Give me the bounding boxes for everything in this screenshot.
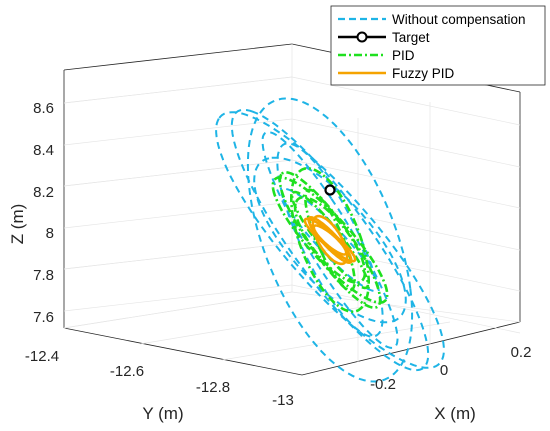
legend-label-pid: PID (392, 48, 415, 63)
z-tick-label: 8.4 (33, 142, 54, 159)
series-line-without-compensation (261, 131, 399, 349)
y-tick-label: -13 (272, 392, 294, 409)
grid-line-z (291, 284, 521, 334)
legend-label-fuzzy-pid: Fuzzy PID (392, 66, 455, 81)
z-tick-label: 8.2 (33, 184, 54, 201)
series-line-without-compensation (280, 188, 380, 292)
series-line-without-compensation (230, 108, 430, 372)
y-tick-label: -12.8 (196, 379, 230, 396)
tick-labels: 7.6 7.8 8 8.2 8.4 8.6 -12.4 -12.6 -12.8 -13 -0.2 0 0… (25, 100, 532, 409)
series-line-fuzzy-pid (307, 216, 353, 264)
grid-line-z (291, 159, 521, 209)
series-line-without-compensation (215, 111, 445, 369)
series-line-fuzzy-pid (303, 217, 357, 263)
legend-label-without-compensation: Without compensation (392, 12, 526, 27)
grid-line-z (63, 284, 293, 312)
z-axis-label: Z (m) (8, 204, 27, 245)
grid-line-y (139, 305, 369, 345)
series-line-pid (290, 190, 370, 290)
legend-label-target: Target (392, 30, 430, 45)
y-axis-label: Y (m) (142, 404, 183, 423)
axes-box (63, 43, 521, 376)
x-tick-label: 0 (440, 362, 448, 379)
y-tick-label: -12.6 (110, 363, 144, 380)
axis-edge (63, 43, 293, 71)
series-line-fuzzy-pid (312, 224, 348, 256)
series-line-pid (290, 167, 370, 313)
grid-line-z (291, 76, 521, 126)
x-axis-label: X (m) (434, 404, 476, 423)
z-tick-label: 8 (46, 225, 54, 242)
legend-marker-target (356, 31, 368, 43)
grid-line-z (291, 242, 521, 292)
series-line-pid (271, 176, 389, 304)
grid-line-z (63, 118, 293, 146)
y-tick-label: -12.4 (25, 348, 59, 365)
legend: Without compensation Target PID Fuzzy PI… (330, 5, 546, 86)
grid-line-z (291, 118, 521, 168)
series-line-pid (293, 196, 367, 284)
z-tick-label: 7.8 (33, 267, 54, 284)
grid-line-back (63, 242, 293, 270)
series-line-pid (304, 188, 356, 292)
axis-edge (63, 327, 303, 376)
grid-line-back (63, 76, 293, 104)
series-line-without-compensation (246, 97, 414, 383)
grid-line-z (63, 201, 293, 229)
target-marker (324, 184, 336, 196)
grid-line-y (63, 291, 293, 329)
x-tick-label: -0.2 (370, 376, 396, 393)
series-layer (215, 97, 445, 383)
axis-edge (301, 321, 521, 376)
series-line-without-compensation (276, 142, 384, 338)
z-tick-label: 7.6 (33, 309, 54, 326)
grid-line-y (221, 321, 451, 361)
x-tick-label: 0.2 (511, 344, 532, 361)
grid-line-back (63, 159, 293, 187)
z-tick-label: 8.6 (33, 100, 54, 117)
